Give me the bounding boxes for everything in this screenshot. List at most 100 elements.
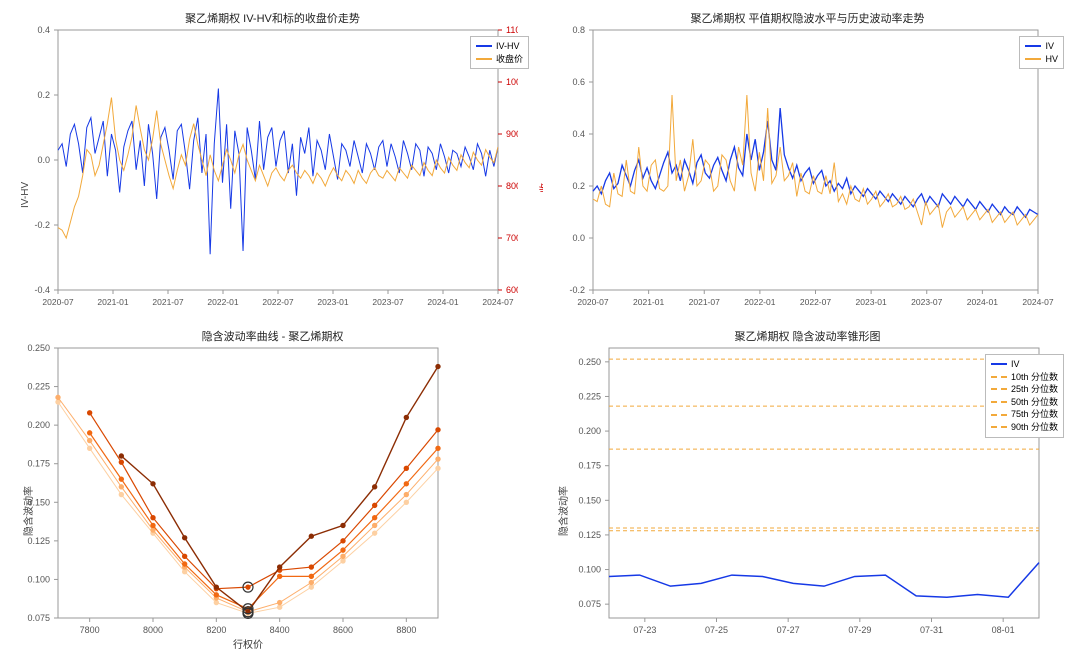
svg-text:07-25: 07-25 <box>705 625 728 635</box>
svg-text:2022-07: 2022-07 <box>800 297 831 307</box>
svg-text:2022-01: 2022-01 <box>207 297 238 307</box>
svg-text:0.175: 0.175 <box>578 461 601 471</box>
svg-text:0.4: 0.4 <box>572 129 585 139</box>
legend-label: 90th 分位数 <box>1011 421 1058 434</box>
svg-text:0.250: 0.250 <box>27 343 50 353</box>
legend-item: HV <box>1025 53 1058 66</box>
legend-label: 10th 分位数 <box>1011 371 1058 384</box>
svg-text:0.100: 0.100 <box>27 574 50 584</box>
svg-text:07-27: 07-27 <box>777 625 800 635</box>
svg-text:-0.2: -0.2 <box>569 285 585 295</box>
svg-text:0.2: 0.2 <box>37 90 50 100</box>
legend-item: 75th 分位数 <box>991 408 1058 421</box>
svg-text:2023-07: 2023-07 <box>372 297 403 307</box>
legend-swatch <box>991 426 1007 428</box>
legend-item: IV <box>991 358 1058 371</box>
legend-item: 25th 分位数 <box>991 383 1058 396</box>
svg-text:0.6: 0.6 <box>572 77 585 87</box>
legend-item: IV-HV <box>476 40 523 53</box>
svg-text:0.175: 0.175 <box>27 459 50 469</box>
svg-text:7000: 7000 <box>506 233 518 243</box>
legend-item: 10th 分位数 <box>991 371 1058 384</box>
svg-text:0.200: 0.200 <box>578 426 601 436</box>
svg-text:0.8: 0.8 <box>572 25 585 35</box>
svg-text:2024-01: 2024-01 <box>967 297 998 307</box>
svg-text:08-01: 08-01 <box>992 625 1015 635</box>
svg-text:2020-07: 2020-07 <box>42 297 73 307</box>
svg-text:07-29: 07-29 <box>848 625 871 635</box>
legend-label: 25th 分位数 <box>1011 383 1058 396</box>
svg-text:8000: 8000 <box>143 625 163 635</box>
svg-text:0.150: 0.150 <box>578 495 601 505</box>
svg-text:8000: 8000 <box>506 181 518 191</box>
svg-text:2023-01: 2023-01 <box>317 297 348 307</box>
svg-text:07-23: 07-23 <box>633 625 656 635</box>
legend-swatch <box>991 376 1007 378</box>
svg-text:2021-01: 2021-01 <box>97 297 128 307</box>
svg-text:10000: 10000 <box>506 77 518 87</box>
svg-text:0.125: 0.125 <box>27 536 50 546</box>
svg-text:11000: 11000 <box>506 25 518 35</box>
svg-text:0.200: 0.200 <box>27 420 50 430</box>
legend-label: 收盘价 <box>496 53 523 66</box>
svg-text:2021-07: 2021-07 <box>689 297 720 307</box>
legend-swatch <box>476 58 492 60</box>
legend-item: 50th 分位数 <box>991 396 1058 409</box>
svg-text:2023-07: 2023-07 <box>911 297 942 307</box>
legend-swatch <box>1025 45 1041 47</box>
figure-grid: 聚乙烯期权 IV-HV和标的收盘价走势 IV-HV 收盘价 -0.4-0.20.… <box>8 8 1072 638</box>
svg-text:0.250: 0.250 <box>578 357 601 367</box>
svg-text:9000: 9000 <box>506 129 518 139</box>
panel-smile: 隐含波动率曲线 - 聚乙烯期权 隐含波动率 0.0750.1000.1250.1… <box>8 326 537 638</box>
svg-text:6000: 6000 <box>506 285 518 295</box>
legend-swatch <box>991 388 1007 390</box>
svg-text:7800: 7800 <box>80 625 100 635</box>
svg-text:0.0: 0.0 <box>572 233 585 243</box>
legend-item: 收盘价 <box>476 53 523 66</box>
svg-text:07-31: 07-31 <box>920 625 943 635</box>
legend-label: HV <box>1045 53 1058 66</box>
svg-text:2023-01: 2023-01 <box>856 297 887 307</box>
legend-label: 75th 分位数 <box>1011 408 1058 421</box>
svg-text:0.150: 0.150 <box>27 497 50 507</box>
chart-legend: IVHV <box>1019 36 1064 69</box>
svg-text:0.225: 0.225 <box>27 382 50 392</box>
svg-text:0.0: 0.0 <box>37 155 50 165</box>
svg-text:-0.4: -0.4 <box>34 285 50 295</box>
svg-text:0.125: 0.125 <box>578 530 601 540</box>
legend-label: 50th 分位数 <box>1011 396 1058 409</box>
svg-text:8600: 8600 <box>333 625 353 635</box>
svg-text:2024-07: 2024-07 <box>482 297 513 307</box>
svg-text:-0.2: -0.2 <box>34 220 50 230</box>
svg-text:8400: 8400 <box>270 625 290 635</box>
svg-text:2021-01: 2021-01 <box>633 297 664 307</box>
legend-item: 90th 分位数 <box>991 421 1058 434</box>
svg-text:2022-01: 2022-01 <box>744 297 775 307</box>
svg-text:0.100: 0.100 <box>578 565 601 575</box>
legend-item: IV <box>1025 40 1058 53</box>
panel-cone: 聚乙烯期权 隐含波动率锥形图 隐含波动率 0.0750.1000.1250.15… <box>543 326 1072 638</box>
svg-text:2021-07: 2021-07 <box>152 297 183 307</box>
legend-swatch <box>991 401 1007 403</box>
legend-swatch <box>1025 58 1041 60</box>
chart-legend: IV-HV收盘价 <box>470 36 529 69</box>
legend-swatch <box>476 45 492 47</box>
svg-text:行权价: 行权价 <box>233 638 263 651</box>
svg-text:2022-07: 2022-07 <box>262 297 293 307</box>
svg-text:0.075: 0.075 <box>578 599 601 609</box>
legend-label: IV-HV <box>496 40 520 53</box>
svg-text:2024-07: 2024-07 <box>1022 297 1053 307</box>
legend-swatch <box>991 414 1007 416</box>
svg-text:8200: 8200 <box>206 625 226 635</box>
svg-text:2020-07: 2020-07 <box>577 297 608 307</box>
panel-iv-hv: 聚乙烯期权 平值期权隐波水平与历史波动率走势 -0.20.00.20.40.60… <box>543 8 1072 320</box>
svg-text:0.225: 0.225 <box>578 391 601 401</box>
legend-label: IV <box>1011 358 1020 371</box>
legend-swatch <box>991 363 1007 365</box>
legend-label: IV <box>1045 40 1054 53</box>
svg-text:0.2: 0.2 <box>572 181 585 191</box>
svg-text:0.4: 0.4 <box>37 25 50 35</box>
svg-text:8800: 8800 <box>396 625 416 635</box>
panel-ivhv-price: 聚乙烯期权 IV-HV和标的收盘价走势 IV-HV 收盘价 -0.4-0.20.… <box>8 8 537 320</box>
chart-legend: IV10th 分位数25th 分位数50th 分位数75th 分位数90th 分… <box>985 354 1064 438</box>
